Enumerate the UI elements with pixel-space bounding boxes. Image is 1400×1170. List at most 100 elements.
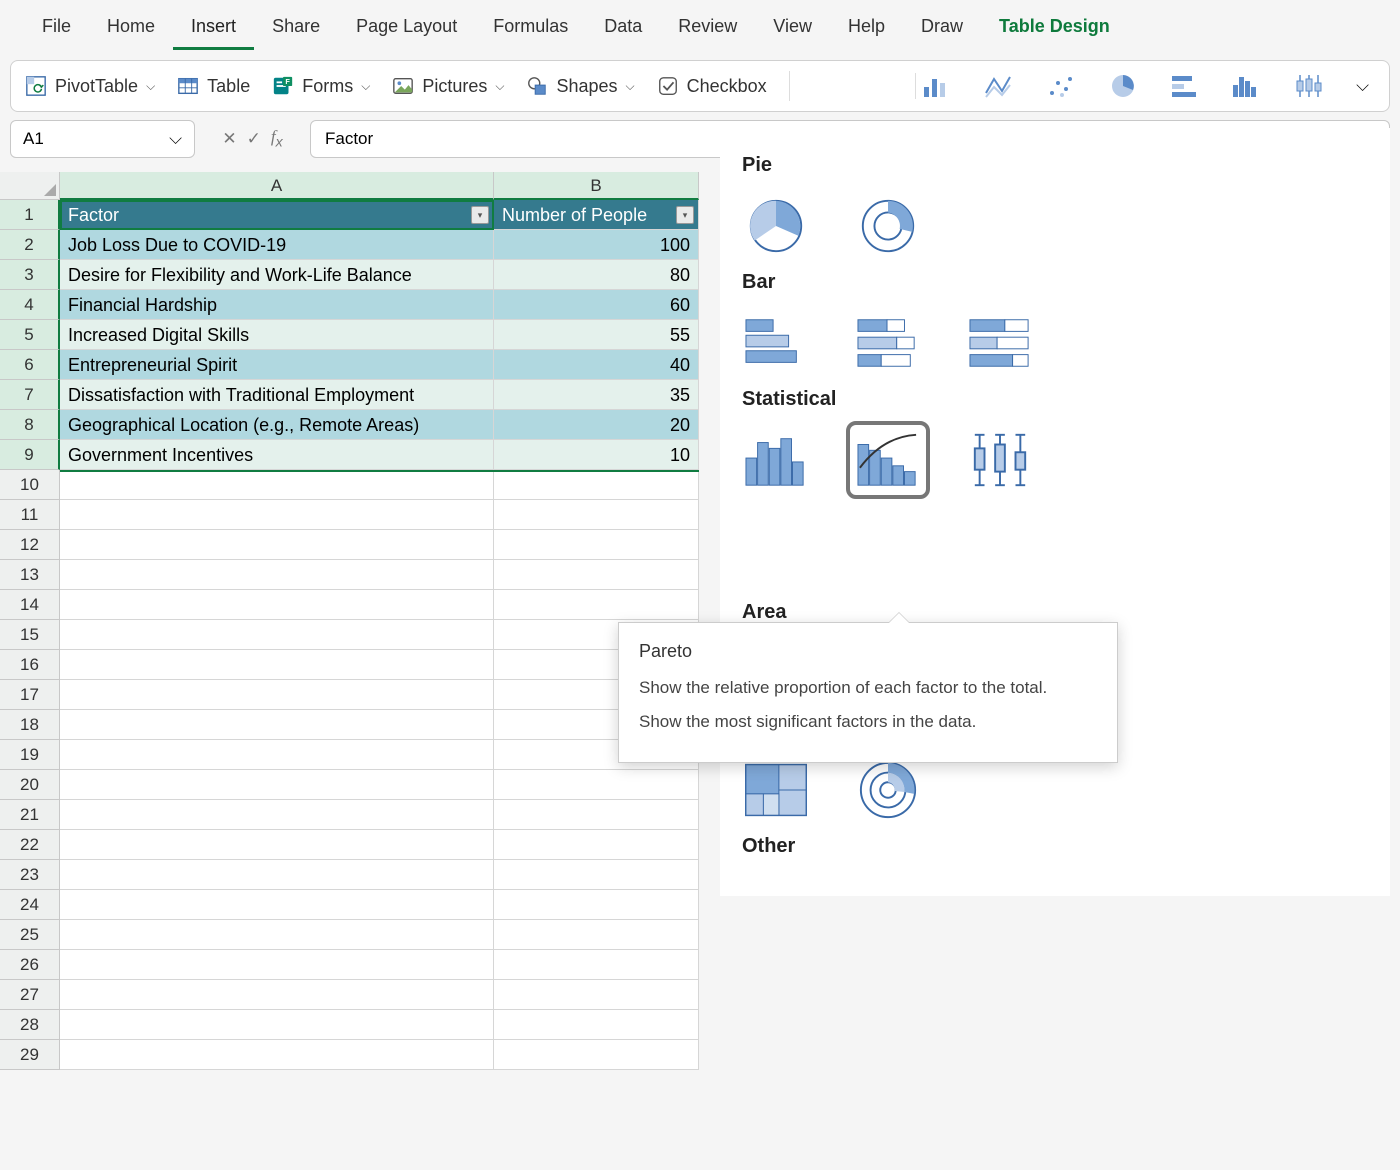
- cell[interactable]: [494, 1040, 699, 1070]
- cell[interactable]: Financial Hardship: [60, 290, 494, 320]
- row-header[interactable]: 15: [0, 620, 60, 650]
- cell[interactable]: [494, 980, 699, 1010]
- cell[interactable]: [60, 560, 494, 590]
- chevron-down-icon[interactable]: ⌵: [1356, 76, 1369, 96]
- row-header[interactable]: 24: [0, 890, 60, 920]
- cell[interactable]: [494, 560, 699, 590]
- cell[interactable]: 40: [494, 350, 699, 380]
- quick-histogram-icon[interactable]: [1232, 73, 1262, 99]
- chart-histogram[interactable]: [742, 429, 810, 491]
- chart-doughnut[interactable]: [854, 195, 922, 257]
- row-header[interactable]: 20: [0, 770, 60, 800]
- checkbox-button[interactable]: Checkbox: [657, 75, 767, 97]
- chart-boxwhisker[interactable]: [966, 429, 1034, 491]
- cell[interactable]: 60: [494, 290, 699, 320]
- cell[interactable]: [60, 710, 494, 740]
- cell[interactable]: [494, 950, 699, 980]
- cell[interactable]: [60, 590, 494, 620]
- quick-boxplot-icon[interactable]: [1294, 73, 1324, 99]
- row-header[interactable]: 9: [0, 440, 60, 470]
- ribbon-tab-page-layout[interactable]: Page Layout: [338, 6, 475, 50]
- cell[interactable]: [494, 890, 699, 920]
- cell[interactable]: [60, 890, 494, 920]
- quick-bar-icon[interactable]: [1170, 73, 1200, 99]
- cell[interactable]: [60, 650, 494, 680]
- cell[interactable]: [60, 830, 494, 860]
- cell[interactable]: [494, 470, 699, 500]
- row-header[interactable]: 5: [0, 320, 60, 350]
- ribbon-tab-insert[interactable]: Insert: [173, 6, 254, 50]
- cell[interactable]: Entrepreneurial Spirit: [60, 350, 494, 380]
- row-header[interactable]: 29: [0, 1040, 60, 1070]
- fx-icon[interactable]: fx: [271, 127, 283, 150]
- cell[interactable]: Factor▾: [60, 200, 494, 230]
- cell[interactable]: Geographical Location (e.g., Remote Area…: [60, 410, 494, 440]
- cell[interactable]: [60, 770, 494, 800]
- row-header[interactable]: 2: [0, 230, 60, 260]
- row-header[interactable]: 28: [0, 1010, 60, 1040]
- forms-button[interactable]: F Forms ⌵: [272, 75, 370, 97]
- ribbon-tab-share[interactable]: Share: [254, 6, 338, 50]
- cell[interactable]: [60, 860, 494, 890]
- confirm-icon[interactable]: ✓: [247, 129, 261, 149]
- ribbon-tab-draw[interactable]: Draw: [903, 6, 981, 50]
- cell[interactable]: Increased Digital Skills: [60, 320, 494, 350]
- quick-pie-icon[interactable]: [1108, 73, 1138, 99]
- row-header[interactable]: 18: [0, 710, 60, 740]
- col-header-b[interactable]: B: [494, 172, 699, 200]
- chart-pareto[interactable]: [854, 429, 922, 491]
- row-header[interactable]: 12: [0, 530, 60, 560]
- ribbon-tab-data[interactable]: Data: [586, 6, 660, 50]
- cell[interactable]: [494, 860, 699, 890]
- row-header[interactable]: 6: [0, 350, 60, 380]
- shapes-button[interactable]: Shapes ⌵: [526, 75, 634, 97]
- row-header[interactable]: 11: [0, 500, 60, 530]
- table-button[interactable]: Table: [177, 75, 250, 97]
- cell[interactable]: [60, 470, 494, 500]
- chart-bar-100stacked[interactable]: [966, 312, 1034, 374]
- cell[interactable]: [494, 1010, 699, 1040]
- row-header[interactable]: 17: [0, 680, 60, 710]
- row-header[interactable]: 16: [0, 650, 60, 680]
- chart-treemap[interactable]: [742, 759, 810, 821]
- cell[interactable]: [60, 500, 494, 530]
- row-header[interactable]: 10: [0, 470, 60, 500]
- chart-bar-clustered[interactable]: [742, 312, 810, 374]
- chart-bar-stacked[interactable]: [854, 312, 922, 374]
- cell[interactable]: [60, 950, 494, 980]
- quick-scatter-icon[interactable]: [1046, 73, 1076, 99]
- row-header[interactable]: 26: [0, 950, 60, 980]
- chart-sunburst[interactable]: [854, 759, 922, 821]
- name-box[interactable]: A1 ⌵: [10, 120, 195, 158]
- select-all-corner[interactable]: [0, 172, 60, 200]
- cell[interactable]: [494, 770, 699, 800]
- filter-icon[interactable]: ▾: [471, 206, 489, 224]
- cell[interactable]: Government Incentives: [60, 440, 494, 470]
- row-header[interactable]: 27: [0, 980, 60, 1010]
- row-header[interactable]: 3: [0, 260, 60, 290]
- ribbon-tab-review[interactable]: Review: [660, 6, 755, 50]
- ribbon-tab-table-design[interactable]: Table Design: [981, 6, 1128, 50]
- row-header[interactable]: 13: [0, 560, 60, 590]
- cell[interactable]: [60, 800, 494, 830]
- cell[interactable]: [60, 680, 494, 710]
- cell[interactable]: 80: [494, 260, 699, 290]
- row-header[interactable]: 4: [0, 290, 60, 320]
- cell[interactable]: [494, 590, 699, 620]
- row-header[interactable]: 1: [0, 200, 60, 230]
- cell[interactable]: [60, 740, 494, 770]
- cell[interactable]: 20: [494, 410, 699, 440]
- cell[interactable]: Number of People▾: [494, 200, 699, 230]
- cancel-icon[interactable]: ✕: [222, 129, 236, 149]
- row-header[interactable]: 23: [0, 860, 60, 890]
- cell[interactable]: Desire for Flexibility and Work-Life Bal…: [60, 260, 494, 290]
- row-header[interactable]: 22: [0, 830, 60, 860]
- cell[interactable]: 10: [494, 440, 699, 470]
- ribbon-tab-formulas[interactable]: Formulas: [475, 6, 586, 50]
- pictures-button[interactable]: Pictures ⌵: [392, 75, 504, 97]
- row-header[interactable]: 8: [0, 410, 60, 440]
- cell[interactable]: 55: [494, 320, 699, 350]
- cell[interactable]: 35: [494, 380, 699, 410]
- row-header[interactable]: 7: [0, 380, 60, 410]
- row-header[interactable]: 25: [0, 920, 60, 950]
